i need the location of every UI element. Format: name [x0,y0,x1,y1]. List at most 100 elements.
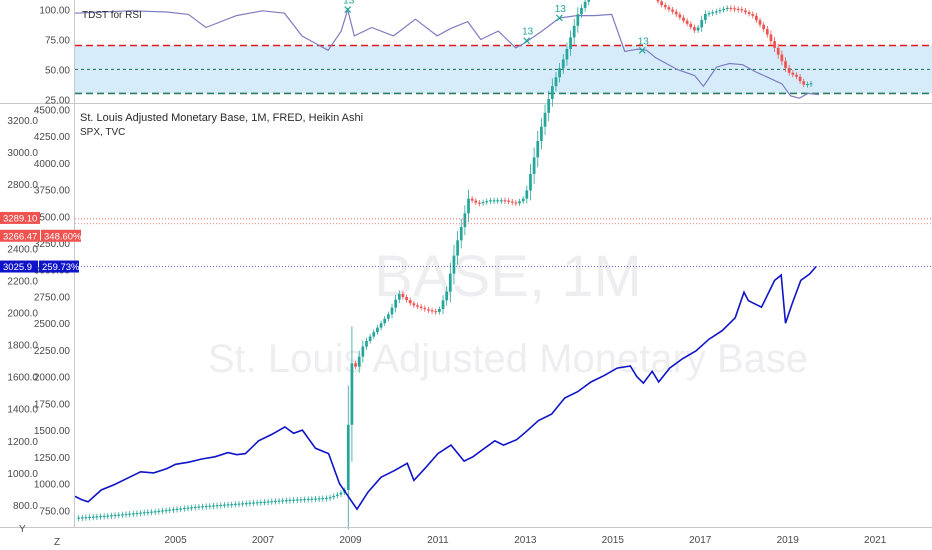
candle-body [379,323,383,328]
candle-body [405,296,408,301]
candle-body [441,300,445,310]
y-button[interactable]: Y [19,524,26,535]
second-symbol: SPX, TVC [80,127,125,138]
price-labels: 3025.9 259.73% 3289.10 3266.47 348.60% [0,211,82,273]
candle-body [255,502,259,504]
candle-body [193,506,197,509]
candle-body [124,513,128,516]
candle-body [521,198,525,202]
candle-body [91,516,95,518]
candle-body [368,336,372,342]
spx-price-tag-bg [0,260,38,273]
candle-body [241,503,244,505]
candle-body [507,200,510,202]
inner-tick-label: 3500.00 [34,212,71,223]
candle-body [671,9,674,12]
candle-body [572,25,576,38]
candle-body [703,14,707,21]
time-tick-label: 2019 [777,535,800,546]
candle-body [325,497,328,500]
candle-body [740,9,744,11]
candle-body [714,11,718,13]
candle-body [186,507,190,509]
candle-body [536,140,540,158]
candle-body [802,81,806,85]
rsi-mark-cross [555,14,563,22]
candle-body [128,513,132,515]
candle-body [397,293,401,300]
candle-body [438,309,441,312]
candle-body [751,14,755,16]
candle-body [467,198,470,214]
candle-body [718,10,722,12]
base-percent-tag: 348.60% [44,231,82,242]
candle-body [452,255,456,274]
candle-body [248,502,252,504]
rsi-mark-cross [523,37,531,45]
candle-body [190,507,193,509]
inner-price-axis[interactable]: 4500.00 4250.00 4000.00 3750.00 3500.00 3250.… [34,105,71,517]
time-tick-label: 2021 [864,535,887,546]
candle-body [230,504,234,506]
candle-body [543,112,547,127]
inner-tick-label: 2500.00 [34,319,71,330]
candle-body [434,311,438,313]
candle-body [383,318,387,324]
candle-body [744,10,747,13]
inner-tick-label: 4500.00 [34,105,71,116]
left-tick-label: 2800.0 [7,180,38,191]
left-tick-label: 1600.0 [7,373,38,384]
candle-body [164,510,168,512]
inner-tick-label: 3750.00 [34,186,71,197]
candle-body [80,517,84,519]
spx-line [74,265,817,511]
candle-body [532,157,536,174]
main-pane[interactable]: BASE, 1M St. Louis Adjusted Monetary Bas… [74,0,932,530]
left-tick-label: 1800.0 [7,341,38,352]
candle-body [197,506,201,508]
candle-body [219,504,223,507]
candle-body [733,8,736,10]
chart-title: St. Louis Adjusted Monetary Base, 1M, FR… [80,112,363,124]
inner-tick-label: 1000.00 [34,480,71,491]
spx-percent-tag-bg [39,260,79,273]
candle-body [266,501,270,503]
candle-body [791,72,795,75]
candle-body [769,34,773,42]
candle-body [707,13,711,15]
candle-body [401,293,405,297]
spx-percent-tag: 259.73% [42,262,80,273]
candle-body [485,201,489,203]
candle-body [700,20,704,28]
watermark-name: St. Louis Adjusted Monetary Base [208,337,808,381]
rsi-mark-label: 13 [343,0,355,7]
inner-tick-label: 4000.00 [34,159,71,170]
candle-body [303,499,306,501]
candle-body [459,226,463,241]
rsi-axis-ticks[interactable]: 100.00 75.00 50.00 25.00 [39,6,70,107]
candle-body [540,126,543,141]
candle-body [499,200,503,202]
left-tick-label: 2200.0 [7,276,38,287]
base-price-tag-b-bg [0,229,40,242]
candle-body [233,503,237,505]
inner-tick-label: 2750.00 [34,292,71,303]
candle-body [427,309,430,311]
candle-body [489,200,492,202]
z-button[interactable]: Z [54,537,60,548]
rsi-mark-cross [638,46,646,54]
candle-body [386,314,390,319]
time-axis[interactable]: 2005 2007 2009 2011 2013 2015 2017 2019 2021 [164,535,886,546]
candle-body [423,307,427,310]
candle-body [576,14,580,26]
candle-body [776,47,780,55]
candle-body [106,515,110,517]
candle-body [711,12,715,14]
candle-body [561,59,565,69]
left-tick-label: 3000.0 [7,148,38,159]
candle-body [113,514,117,517]
candle-body [277,500,281,502]
candle-body [208,505,212,507]
candle-body [554,77,558,87]
